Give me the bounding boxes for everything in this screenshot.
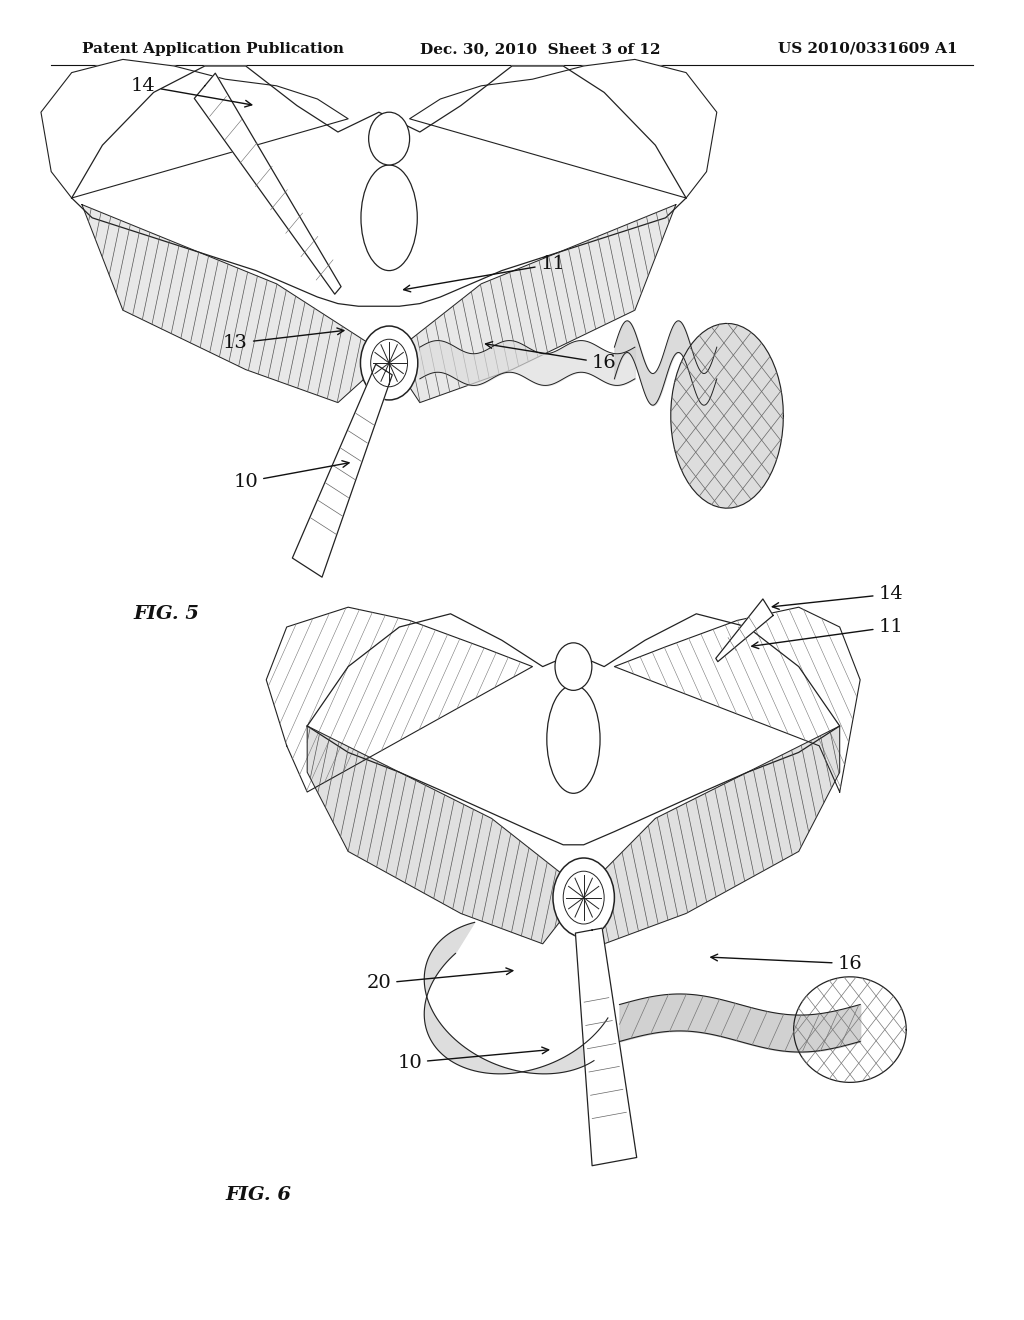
Text: 14: 14 [772,585,903,610]
Ellipse shape [547,685,600,793]
Polygon shape [794,977,906,1082]
Polygon shape [410,59,717,198]
Text: 10: 10 [397,1047,549,1072]
Polygon shape [72,66,686,306]
Circle shape [369,112,410,165]
Circle shape [555,643,592,690]
Polygon shape [266,607,532,792]
Text: 14: 14 [131,77,252,107]
Text: 16: 16 [711,954,862,973]
Text: US 2010/0331609 A1: US 2010/0331609 A1 [778,42,957,55]
Polygon shape [307,614,840,845]
Text: 11: 11 [403,255,565,292]
Polygon shape [41,59,348,198]
Text: 11: 11 [752,618,903,648]
Polygon shape [671,323,783,508]
Text: Patent Application Publication: Patent Application Publication [82,42,344,55]
Text: 20: 20 [367,968,513,993]
Text: 13: 13 [223,327,344,352]
Circle shape [371,339,408,387]
Ellipse shape [360,165,418,271]
Polygon shape [195,73,341,294]
Text: FIG. 6: FIG. 6 [225,1185,291,1204]
Polygon shape [293,364,392,577]
Polygon shape [575,928,637,1166]
Polygon shape [614,607,860,792]
Circle shape [360,326,418,400]
Polygon shape [307,726,584,944]
Circle shape [553,858,614,937]
Text: FIG. 5: FIG. 5 [133,605,199,623]
Polygon shape [424,923,608,1074]
Text: 16: 16 [485,342,616,372]
Polygon shape [82,205,389,403]
Text: Dec. 30, 2010  Sheet 3 of 12: Dec. 30, 2010 Sheet 3 of 12 [420,42,660,55]
Polygon shape [716,599,773,661]
Polygon shape [584,726,840,944]
Text: 10: 10 [233,461,349,491]
Circle shape [563,871,604,924]
Polygon shape [389,205,676,403]
